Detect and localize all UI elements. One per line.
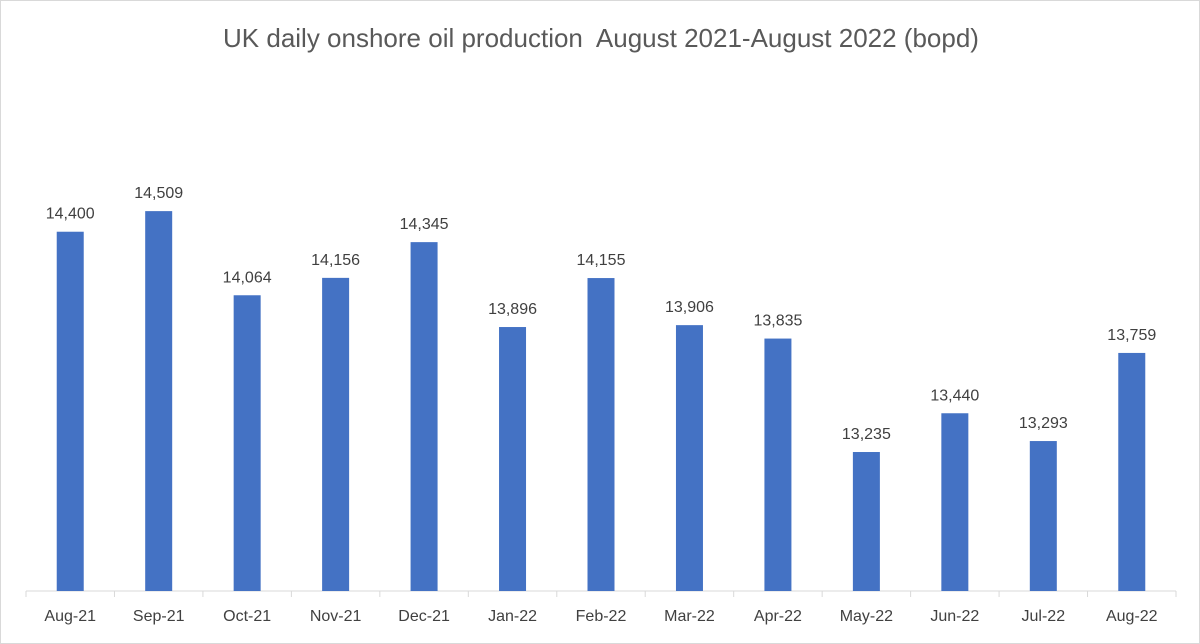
bar-aug-22 — [1118, 352, 1146, 591]
x-tick-label: Sep-21 — [133, 608, 185, 625]
x-tick-label: Jul-22 — [1022, 608, 1066, 625]
data-label: 14,156 — [311, 252, 360, 269]
bar-jul-22 — [1029, 441, 1057, 591]
data-label: 14,400 — [46, 206, 95, 223]
bar-apr-22 — [764, 338, 792, 591]
chart-title: UK daily onshore oil production August 2… — [223, 23, 979, 53]
x-tick-label: Aug-21 — [44, 608, 96, 625]
bar-jun-22 — [941, 413, 969, 591]
x-tick-label: Aug-22 — [1106, 608, 1158, 625]
data-label: 14,155 — [577, 252, 626, 269]
bar-oct-21 — [233, 295, 261, 591]
x-tick-label: Feb-22 — [576, 608, 627, 625]
bar-may-22 — [852, 452, 880, 591]
data-label: 14,509 — [134, 185, 183, 202]
bar-dec-21 — [410, 242, 438, 592]
data-label: 14,064 — [223, 269, 272, 286]
x-tick-label: Jun-22 — [930, 608, 979, 625]
data-label: 13,235 — [842, 426, 891, 443]
bar-mar-22 — [675, 325, 703, 591]
data-label: 14,345 — [400, 216, 449, 233]
bar-sep-21 — [145, 211, 173, 591]
data-label: 13,835 — [753, 313, 802, 330]
x-tick-label: Jan-22 — [488, 608, 537, 625]
data-label: 13,906 — [665, 299, 714, 316]
bar-feb-22 — [587, 278, 615, 591]
data-label: 13,440 — [930, 387, 979, 404]
data-label: 13,759 — [1107, 327, 1156, 344]
x-tick-label: May-22 — [840, 608, 893, 625]
data-label: 13,293 — [1019, 415, 1068, 432]
x-tick-label: Oct-21 — [223, 608, 271, 625]
bar-aug-21 — [56, 231, 84, 591]
bar-jan-22 — [499, 327, 527, 591]
x-tick-label: Nov-21 — [310, 608, 362, 625]
x-tick-label: Apr-22 — [754, 608, 802, 625]
data-label: 13,896 — [488, 301, 537, 318]
bar-nov-21 — [322, 277, 350, 591]
x-tick-label: Dec-21 — [398, 608, 450, 625]
x-tick-label: Mar-22 — [664, 608, 715, 625]
